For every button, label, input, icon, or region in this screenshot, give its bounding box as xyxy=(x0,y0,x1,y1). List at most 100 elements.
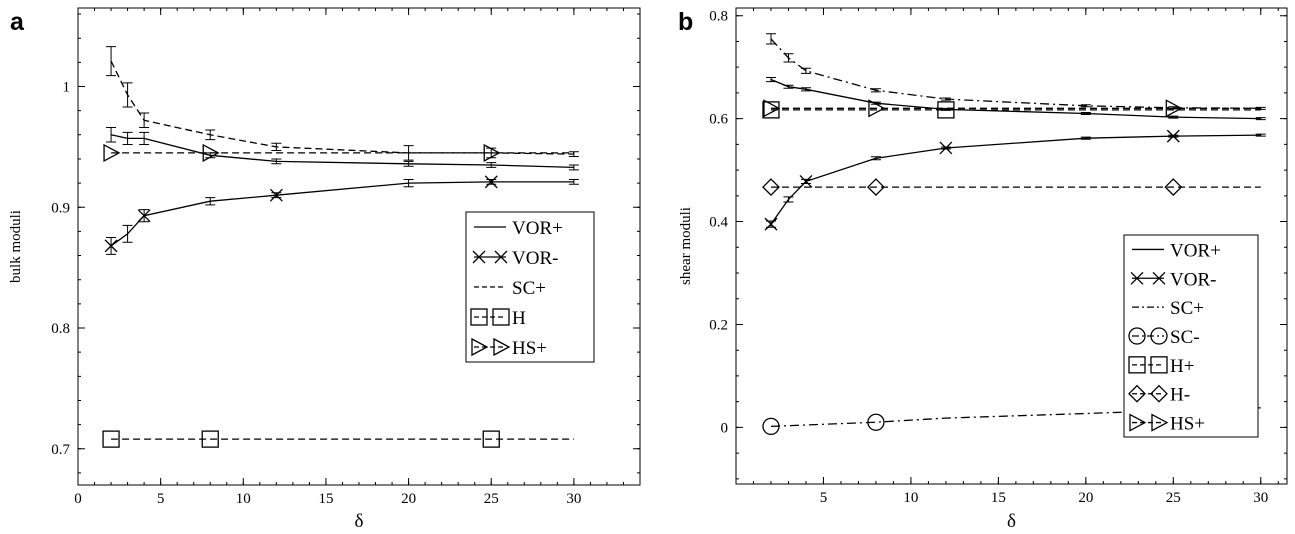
panel-b-series-H- xyxy=(762,178,1261,196)
panel-b-legend-H+-marker xyxy=(1150,356,1168,374)
panel-a-series-VOR+ xyxy=(106,127,579,171)
panel-b-SC+-error-bar xyxy=(940,97,951,101)
panel-a-legend-VOR--marker xyxy=(472,250,486,264)
panel-a-legend-box xyxy=(465,211,595,363)
panel-b: 5 10 15 20 25 30 0 0.2 0.4 0.6 0.8 δ shear moduli b VO… xyxy=(678,7,1288,532)
panel-b-label: b xyxy=(678,8,693,36)
panel-b-legend: VOR+ VOR- SC+ SC- H+ H- HS+ xyxy=(1123,234,1259,438)
panel-a-HS+-point xyxy=(202,143,220,162)
panel-b-legend-VOR--label: VOR- xyxy=(1170,269,1216,290)
panel-b-VOR--error-bar xyxy=(783,196,794,203)
panel-a-VOR+-error-bar xyxy=(486,162,497,168)
panel-b-VOR--point xyxy=(1166,129,1180,143)
panel-a-x-tick-label: 30 xyxy=(566,491,581,507)
panel-b-SC+-error-bar xyxy=(1080,104,1091,108)
panel-b-series-HS+ xyxy=(763,99,1261,118)
panel-a-x-tick-label: 25 xyxy=(484,491,499,507)
panel-a-legend-HS+-marker xyxy=(493,337,511,357)
panel-a-series-H xyxy=(102,430,574,448)
panel-b-VOR--error-bar xyxy=(870,156,881,161)
panel-b-legend-SC--marker xyxy=(1128,327,1146,345)
panel-a-legend-H-marker xyxy=(470,308,488,326)
panel-a-legend-HS+-label: HS+ xyxy=(512,338,547,359)
panel-b-legend-SC--label: SC- xyxy=(1170,327,1200,348)
panel-b-H--point xyxy=(1164,178,1183,196)
panel-a-VOR+-error-bar xyxy=(271,158,282,165)
panel-a-x-tick-label: 5 xyxy=(157,491,165,507)
panel-b-HS+-point xyxy=(1165,99,1183,118)
panel-a-VOR+-error-bar xyxy=(403,160,414,167)
panel-a-HS+-point xyxy=(483,143,501,162)
panel-a-y-tick-label: 1 xyxy=(63,79,71,95)
panel-a-VOR--error-bar xyxy=(122,224,133,243)
panel-b-legend-SC+-label: SC+ xyxy=(1170,298,1204,319)
panel-a-x-axis-title: δ xyxy=(355,511,364,532)
panel-a-legend: VOR+ VOR- SC+ H HS+ xyxy=(465,211,595,363)
panel-b-VOR--point xyxy=(799,174,813,188)
panel-b-legend-H--marker xyxy=(1150,384,1168,403)
panel-b-VOR+-error-bar xyxy=(800,87,811,92)
panel-a-series-VOR- xyxy=(104,175,579,255)
panel-a-legend-HS+-marker xyxy=(471,337,489,357)
panel-a-x-tick-label: 10 xyxy=(236,491,251,507)
panel-a-H-point xyxy=(201,430,219,448)
panel-b-VOR--line xyxy=(770,134,1261,225)
panel-b-legend-HS+-label: HS+ xyxy=(1170,414,1205,435)
panel-a-SC+-error-bar xyxy=(271,142,282,151)
panel-a-y-tick-label: 0.7 xyxy=(51,442,70,458)
panel-b-series-SC+ xyxy=(765,33,1266,110)
panel-b-SC+-error-bar xyxy=(870,88,881,93)
panel-a-SC+-error-bar xyxy=(106,46,117,77)
panel-b-SC+-error-bar xyxy=(765,33,776,45)
panel-a-VOR+-line xyxy=(110,134,574,169)
panel-b-legend-H--label: H- xyxy=(1170,385,1190,406)
panel-a-x-tick-label: 15 xyxy=(318,491,333,507)
panel-a-VOR--error-bar xyxy=(403,178,414,188)
panel-b-SC+-line xyxy=(770,38,1261,109)
panel-b-y-tick-label: 0.6 xyxy=(709,112,728,128)
panel-b-H--point xyxy=(762,178,780,196)
panel-a-VOR--error-bar xyxy=(568,178,579,185)
panel-b-x-tick-label: 15 xyxy=(991,490,1006,506)
panel-b-x-tick-label: 5 xyxy=(820,490,828,506)
panel-b-legend-VOR+-label: VOR+ xyxy=(1170,240,1221,261)
panel-b-VOR+-line xyxy=(770,78,1261,120)
panel-a-y-tick-label: 0.9 xyxy=(51,200,70,216)
panel-b-series-SC- xyxy=(762,407,1261,436)
panel-a-SC+-error-bar xyxy=(139,112,150,129)
panel-b-legend-box xyxy=(1123,234,1259,438)
panel-a-x-tick-label: 0 xyxy=(74,491,82,507)
panel-b-x-tick-label: 10 xyxy=(903,490,918,506)
panel-b-HS+-point xyxy=(763,99,781,118)
panel-b-SC+-error-bar xyxy=(800,67,811,74)
panel-a-VOR+-error-bar xyxy=(122,131,133,145)
panel-b-legend-SC--marker xyxy=(1150,327,1168,345)
panel-b-legend-VOR--marker xyxy=(1152,271,1166,285)
panel-a-legend-VOR--marker xyxy=(494,250,508,264)
panel-b-legend-H--marker xyxy=(1128,384,1146,403)
panel-b-y-tick-label: 0.4 xyxy=(709,215,728,231)
panel-b-legend-HS+-marker xyxy=(1129,413,1147,432)
panel-b-legend-H+-marker xyxy=(1128,356,1146,374)
panel-a-label: a xyxy=(10,8,25,36)
panel-b-VOR+-error-bar xyxy=(783,84,794,89)
panel-b-SC--point xyxy=(762,417,780,436)
panel-b-series-H+ xyxy=(762,101,1261,119)
panel-b-legend-H+-label: H+ xyxy=(1170,356,1194,377)
panel-a-VOR--point xyxy=(484,175,498,189)
panel-a-x-tick-label: 20 xyxy=(401,491,416,507)
panel-b-frame xyxy=(735,7,1288,485)
panel-a-series-SC+ xyxy=(106,46,579,161)
panel-a-legend-VOR+-label: VOR+ xyxy=(512,218,563,239)
panel-a-legend-VOR--label: VOR- xyxy=(512,248,558,269)
panel-a-VOR--point xyxy=(104,239,118,253)
panel-b-VOR--point xyxy=(764,217,778,231)
panel-b-VOR+-error-bar xyxy=(1168,115,1179,119)
panel-a-legend-H-marker xyxy=(492,308,510,326)
panel-a-VOR+-error-bar xyxy=(106,127,117,143)
panel-b-HS+-point xyxy=(868,99,886,118)
panel-a-SC+-line xyxy=(110,60,574,155)
panel-b-legend-HS+-marker xyxy=(1151,413,1169,432)
